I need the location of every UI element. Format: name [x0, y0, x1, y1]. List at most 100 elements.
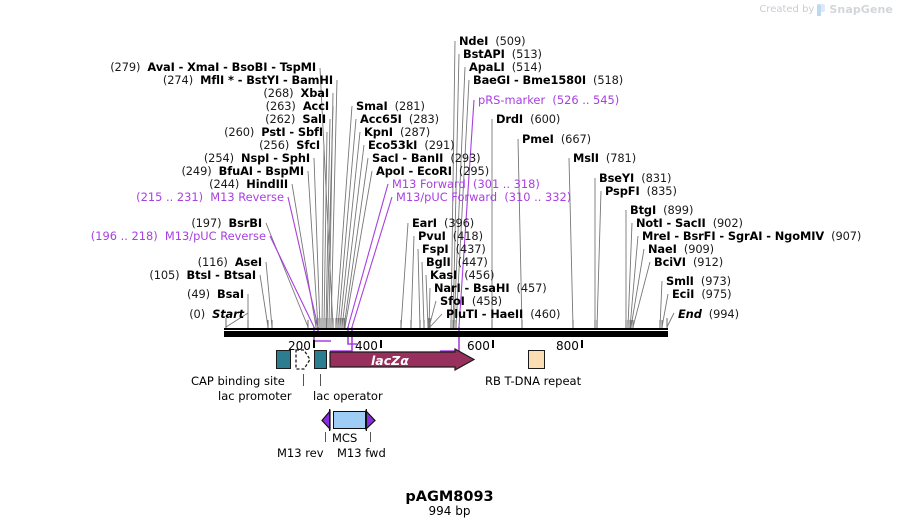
enzyme-position: (667) [560, 132, 591, 146]
enzyme-label-end[interactable]: End (994) [678, 308, 739, 320]
enzyme-label-apoI[interactable]: ApoI - EcoRI (295) [376, 165, 489, 177]
feature-name: M13 Forward [392, 177, 466, 191]
enzyme-position: (291) [424, 138, 455, 152]
enzyme-label-baeGI[interactable]: BaeGI - Bme1580I (518) [473, 74, 623, 86]
enzyme-label-eco53kI[interactable]: Eco53kI (291) [368, 138, 455, 152]
enzyme-separator: - [267, 60, 280, 74]
feature-label-m13-puc-reverse[interactable]: (196 .. 218) M13/pUC Reverse [90, 229, 266, 243]
enzyme-label-mslI[interactable]: MslI (781) [573, 151, 636, 165]
primer-mcs-region[interactable] [333, 411, 366, 429]
feature-label-m13-forward[interactable]: M13 Forward (301 .. 318) [392, 177, 540, 191]
enzyme-name: BanII [410, 151, 444, 165]
enzyme-name: BspMI [265, 164, 304, 178]
enzyme-name: PvuI [418, 229, 446, 243]
enzyme-label-salI[interactable]: (262) SalI [265, 112, 326, 126]
enzyme-label-ndeI[interactable]: NdeI (509) [459, 34, 526, 48]
enzyme-label-pspFI[interactable]: PspFI (835) [605, 185, 677, 197]
enzyme-label-narI[interactable]: NarI - BsaHI (457) [434, 282, 547, 294]
enzyme-label-nspI[interactable]: (254) NspI - SphI [204, 151, 310, 165]
enzyme-name: BstYI [246, 73, 280, 87]
enzyme-label-pluTI[interactable]: PluTI - HaeII (460) [446, 308, 560, 320]
enzyme-label-bciVI[interactable]: BciVI (912) [654, 255, 724, 269]
enzyme-position: (418) [452, 229, 483, 243]
enzyme-name: BtsI [186, 268, 212, 282]
enzyme-label-bglI[interactable]: BglI (447) [426, 255, 488, 269]
enzyme-label-naeI[interactable]: NaeI (909) [648, 242, 714, 256]
enzyme-label-sfcI[interactable]: (256) SfcI [259, 138, 320, 152]
enzyme-name: NdeI [459, 34, 489, 48]
enzyme-position: (268) [263, 86, 294, 100]
feature-label-m13-reverse[interactable]: (215 .. 231) M13 Reverse [136, 190, 284, 204]
enzyme-name: XbaI [300, 86, 330, 100]
enzyme-label-sacI[interactable]: SacI - BanII (293) [372, 151, 481, 165]
feature-label-prs-marker[interactable]: pRS-marker (526 .. 545) [478, 93, 619, 107]
enzyme-label-bseYI[interactable]: BseYI (831) [599, 172, 671, 184]
enzyme-label-sfoI[interactable]: SfoI (458) [440, 294, 503, 308]
enzyme-position: (458) [471, 294, 503, 308]
enzyme-separator: - [219, 60, 232, 74]
enzyme-separator: - [285, 125, 298, 139]
enzyme-label-bsrBI[interactable]: (197) BsrBI [191, 217, 262, 229]
feature-range: (196 .. 218) [90, 229, 158, 243]
enzyme-name: BglI [426, 255, 451, 269]
axis-tick-200 [313, 340, 315, 348]
enzyme-label-eciI[interactable]: EciI (975) [672, 288, 732, 300]
enzyme-name: SalI [302, 112, 326, 126]
enzyme-label-mflI[interactable]: (274) MflI * - BstYI - BamHI [163, 73, 333, 87]
label-rb-tdna-repeat: RB T-DNA repeat [485, 374, 582, 388]
label-lac-operator: lac operator [313, 389, 383, 403]
enzyme-name: SphI [281, 151, 310, 165]
axis-tick-400 [380, 340, 382, 348]
enzyme-separator: - [762, 229, 775, 243]
enzyme-label-kpnI[interactable]: KpnI (287) [364, 126, 430, 138]
enzyme-label-xbaI[interactable]: (268) XbaI [263, 86, 330, 100]
enzyme-label-fspI[interactable]: FspI (437) [422, 243, 486, 255]
enzyme-label-pstI[interactable]: (260) PstI - SbfI [224, 125, 323, 139]
primer-m13-fwd[interactable] [364, 408, 377, 432]
enzyme-label-aseI[interactable]: (116) AseI [198, 256, 262, 268]
enzyme-name: MslI [573, 151, 599, 165]
enzyme-label-btgI[interactable]: BtgI (899) [630, 204, 693, 216]
enzyme-position: (263) [265, 99, 296, 113]
feature-lacz-alpha[interactable] [329, 348, 475, 371]
enzyme-label-start[interactable]: (0) Start [189, 308, 244, 320]
m13-rev-leader [325, 432, 326, 442]
enzyme-label-bfuAI[interactable]: (249) BfuAI - BspMI [181, 164, 304, 178]
enzyme-position: (909) [683, 242, 714, 256]
enzyme-label-bsaI[interactable]: (49) BsaI [187, 288, 244, 300]
enzyme-label-mreI[interactable]: MreI - BsrFI - SgrAI - NgoMIV (907) [642, 229, 861, 243]
label-cap-binding-site: CAP binding site [191, 374, 285, 388]
enzyme-label-apaLI[interactable]: ApaLI (514) [469, 61, 542, 73]
enzyme-name: NspI [241, 151, 270, 165]
feature-rb-tdna-repeat[interactable] [528, 350, 545, 369]
enzyme-label-smaI[interactable]: SmaI (281) [356, 99, 425, 113]
enzyme-label-btsI[interactable]: (105) BtsI - BtsaI [149, 268, 256, 282]
enzyme-label-avaI[interactable]: (279) AvaI - XmaI - BsoBI - TspMI [110, 60, 316, 74]
plasmid-length: 994 bp [428, 504, 471, 518]
feature-label-m13-puc-forward[interactable]: M13/pUC Forward (310 .. 332) [396, 191, 571, 203]
enzyme-label-acc65I[interactable]: Acc65I (283) [360, 113, 439, 125]
enzyme-label-smlI[interactable]: SmlI (973) [666, 274, 732, 288]
feature-lac-promoter[interactable] [294, 348, 312, 371]
enzyme-position: (600) [530, 112, 561, 126]
enzyme-label-accI[interactable]: (263) AccI [265, 99, 329, 113]
enzyme-label-pmeI[interactable]: PmeI (667) [522, 132, 591, 146]
enzyme-name: SfcI [296, 138, 320, 152]
enzyme-label-earI[interactable]: EarI (396) [412, 217, 474, 229]
enzyme-label-notI[interactable]: NotI - SacII (902) [636, 217, 743, 229]
enzyme-label-bstAPI[interactable]: BstAPI (513) [463, 48, 542, 60]
feature-lac-operator[interactable] [314, 350, 327, 369]
feature-name: M13 Reverse [210, 190, 284, 204]
enzyme-position: (281) [394, 99, 425, 113]
feature-name: pRS-marker [478, 93, 546, 107]
enzyme-name: BsrFI [682, 229, 716, 243]
enzyme-position: (912) [692, 255, 724, 269]
enzyme-label-drdI[interactable]: DrdI (600) [496, 112, 561, 126]
primer-m13-rev[interactable] [320, 408, 331, 432]
enzyme-label-hindIII[interactable]: (244) HindIII [209, 178, 288, 190]
enzyme-label-pvuI[interactable]: PvuI (418) [418, 229, 483, 243]
enzyme-label-kasI[interactable]: KasI (456) [430, 269, 494, 281]
feature-cap-binding-site[interactable] [276, 350, 291, 369]
enzyme-position: (973) [700, 274, 732, 288]
